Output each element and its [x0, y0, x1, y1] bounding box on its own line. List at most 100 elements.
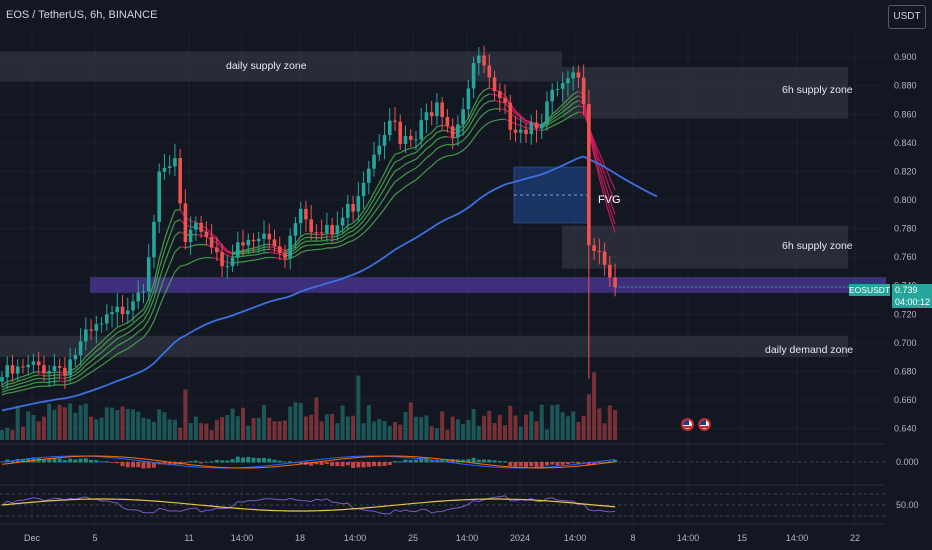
- ema-ribbon-segment: [122, 326, 129, 331]
- osc1-histogram-bar: [256, 457, 261, 463]
- volume-bar: [110, 407, 115, 440]
- symbol-title: EOS / TetherUS, 6h, BINANCE: [6, 9, 158, 21]
- candle-body: [188, 229, 193, 242]
- osc1-histogram-bar: [47, 458, 52, 463]
- volume-bar: [524, 414, 528, 440]
- ema-ribbon-segment: [347, 230, 354, 234]
- ema-ribbon-segment: [174, 231, 181, 237]
- osc1-histogram-bar: [204, 461, 209, 463]
- ema-ribbon-segment: [90, 345, 97, 353]
- volume-bar: [78, 405, 83, 440]
- ema-ribbon-segment: [316, 233, 322, 236]
- ema-ribbon-segment: [169, 210, 176, 225]
- ema-ribbon-segment: [436, 129, 443, 133]
- candle-body: [5, 365, 10, 378]
- ema-ribbon-segment: [90, 361, 97, 367]
- ema-ribbon-segment: [22, 388, 29, 391]
- ema-ribbon-segment: [101, 336, 108, 343]
- osc1-histogram-bar: [492, 460, 497, 463]
- candle-body: [477, 55, 481, 64]
- candle-body: [466, 88, 471, 110]
- ema-ribbon-segment: [467, 106, 475, 119]
- osc1-histogram-bar: [214, 460, 219, 463]
- volume-bar: [471, 409, 476, 440]
- candle-body: [414, 139, 418, 141]
- key-level-band: [90, 277, 886, 293]
- ema-ribbon-segment: [337, 240, 343, 244]
- candle-body: [545, 101, 549, 124]
- candle-body: [47, 370, 51, 374]
- volume-bar: [0, 430, 4, 440]
- ema-ribbon-segment: [483, 121, 490, 127]
- price-axis-tick: 0.860: [894, 109, 917, 119]
- ema-ribbon-segment: [436, 136, 443, 140]
- volume-bar: [487, 410, 492, 440]
- volume-bar: [450, 416, 455, 440]
- ema-ribbon-segment: [604, 197, 611, 217]
- osc1-histogram-bar: [309, 462, 314, 466]
- price-axis-tick: 0.900: [894, 52, 917, 62]
- time-axis-tick: 2024: [510, 533, 530, 543]
- price-axis-tick: 0.700: [894, 338, 917, 348]
- volume-bar: [41, 416, 46, 440]
- us-flag-event-icon[interactable]: [698, 418, 711, 431]
- volume-bar: [57, 404, 62, 440]
- osc1-histogram-bar: [393, 461, 397, 463]
- ema-ribbon-segment: [127, 335, 134, 341]
- ema-ribbon-segment: [248, 247, 254, 250]
- ema-ribbon-segment: [74, 366, 81, 372]
- candle-body: [304, 208, 308, 220]
- volume-bar: [293, 402, 298, 440]
- ema-ribbon-segment: [394, 177, 401, 183]
- candle-body: [498, 91, 502, 99]
- osc1-histogram-bar: [167, 462, 172, 466]
- ema-ribbon-segment: [467, 138, 475, 146]
- moving-average-line: [1, 155, 658, 412]
- volume-bar: [262, 405, 266, 440]
- volume-bar: [503, 425, 508, 440]
- ema-ribbon-segment: [74, 370, 81, 376]
- osc1-histogram-bar: [565, 462, 570, 465]
- ema-ribbon-segment: [431, 160, 438, 167]
- zone-box: [0, 51, 562, 82]
- ema-ribbon-segment: [609, 198, 616, 215]
- ema-ribbon-segment: [410, 167, 417, 172]
- ema-ribbon-segment: [1, 392, 8, 396]
- us-flag-event-icon[interactable]: [681, 418, 694, 431]
- volume-bar: [151, 421, 156, 440]
- candle-body: [456, 124, 460, 138]
- candle-body: [36, 361, 41, 366]
- currency-button[interactable]: USDT: [888, 5, 926, 29]
- daily-supply-zone-label: daily supply zone: [226, 60, 307, 72]
- ema-ribbon-segment: [331, 235, 338, 238]
- ema-ribbon-segment: [12, 380, 18, 384]
- osc1-histogram-bar: [136, 462, 141, 468]
- osc1-histogram-bar: [372, 462, 377, 467]
- ema-ribbon-segment: [452, 152, 459, 156]
- volume-bar: [366, 405, 371, 440]
- ema-ribbon-segment: [567, 93, 574, 100]
- ema-ribbon-segment: [80, 369, 87, 376]
- ema-ribbon-segment: [551, 109, 558, 115]
- osc1-histogram-bar: [272, 459, 277, 463]
- osc1-histogram-bar: [183, 462, 188, 464]
- candle-body: [524, 129, 528, 135]
- ema-ribbon-segment: [462, 144, 469, 151]
- ema-ribbon-segment: [551, 123, 558, 127]
- ema-ribbon-segment: [598, 165, 606, 183]
- ema-ribbon-segment: [17, 385, 24, 389]
- candle-body: [178, 158, 182, 204]
- osc1-histogram-bar: [62, 460, 67, 463]
- ema-ribbon-segment: [117, 350, 123, 355]
- osc1-histogram-bar: [125, 462, 130, 468]
- volume-bar: [539, 404, 544, 440]
- candle-body: [63, 367, 67, 376]
- osc1-macd-line: [1, 455, 616, 469]
- ema-ribbon-segment: [431, 148, 438, 155]
- volume-bar: [15, 405, 20, 440]
- candle-body: [220, 252, 224, 267]
- ema-ribbon-segment: [127, 344, 134, 350]
- price-axis-tick: 0.720: [894, 309, 917, 319]
- volume-bar: [68, 403, 73, 440]
